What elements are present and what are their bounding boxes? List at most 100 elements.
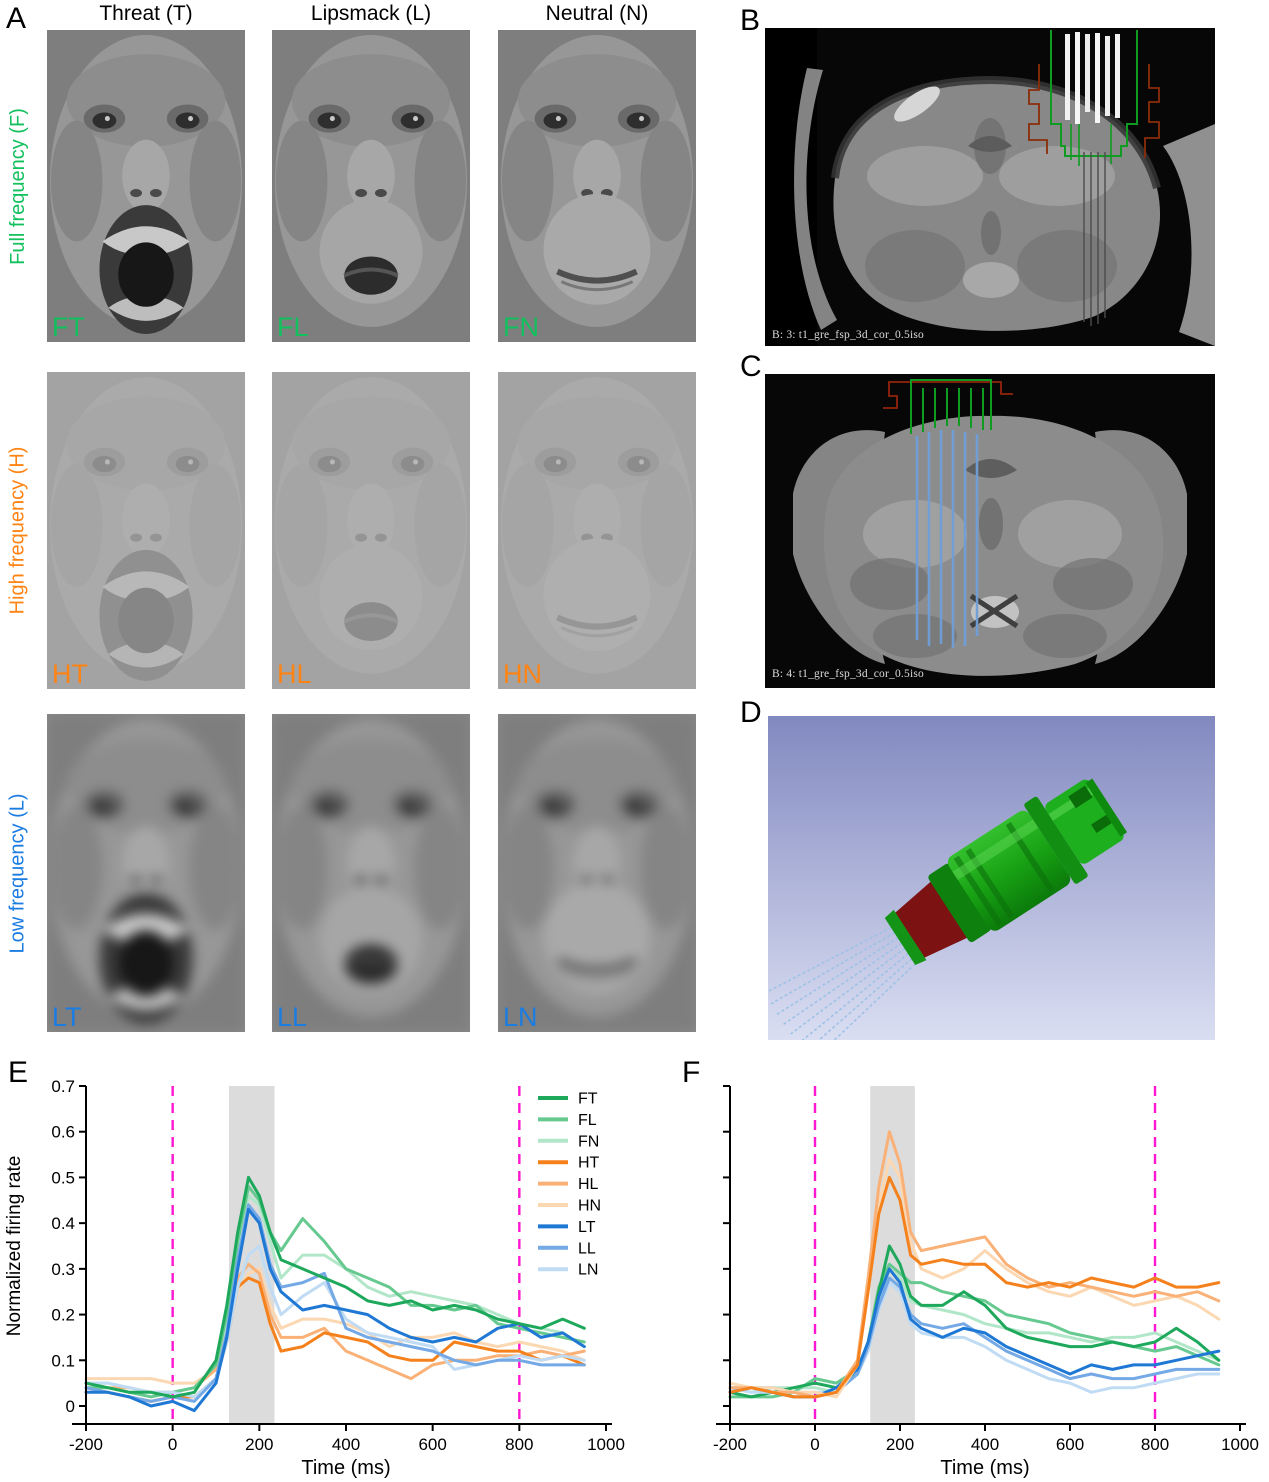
stimulus-code-ht: HT [52,658,88,689]
legend-label-LT: LT [578,1219,596,1236]
stimulus-image-hn: HN [498,372,696,689]
y-tick-label: 0 [66,1397,75,1416]
series-line-FT [84,1175,586,1399]
y-tick-label: 0.2 [51,1306,75,1325]
y-tick-label: 0.7 [51,1077,75,1096]
x-tick-label: 0 [168,1435,177,1454]
mri-coronal-c [765,374,1215,688]
y-tick-label: 0.3 [51,1260,75,1279]
legend-label-FL: FL [578,1112,597,1129]
chamber-outline-green [1050,30,1138,157]
stimulus-image-fn: FN [498,30,696,342]
monkey-face-neutral-image [498,30,696,342]
stimulus-code-ft: FT [52,311,85,342]
electrode-array-overlay [1065,32,1120,124]
y-tick-label: 0.5 [51,1168,75,1187]
x-tick-label: 800 [505,1435,533,1454]
x-tick-label: 600 [1056,1435,1084,1454]
series-line-LT [728,1267,1221,1399]
chamber-outline-red-right [1144,64,1160,158]
stimulus-image-ht: HT [47,372,245,689]
stimulus-code-fl: FL [277,311,309,342]
legend-label-LN: LN [578,1262,598,1279]
chamber-outline-red-left [1028,64,1048,154]
legend-label-FN: FN [578,1133,599,1150]
monkey-face-threat-highpass-image [47,372,245,689]
series-line-FT [728,1244,1221,1399]
mri-b-caption: B: 3: t1_gre_fsp_3d_cor_0.5iso [772,329,924,341]
firing-rate-chart-e: -200 0 200 400 600 800 1000 0 0.1 0.2 0.3 0.4 0.5 0.6… [4,1077,625,1479]
stimulus-code-ll: LL [277,1001,308,1032]
monkey-face-neutral-highpass-image [498,372,696,689]
y-axis-title: Normalized firing rate [4,1156,25,1337]
monkey-face-neutral-lowpass-image [498,714,696,1032]
chamber-outline-green-comb [910,379,992,434]
row-label-full-frequency: Full frequency (F) [6,107,29,265]
panel-c-label: C [740,350,762,383]
panel-d-label: D [740,696,762,729]
x-tick-label: 600 [418,1435,446,1454]
x-tick-label: -200 [713,1435,747,1454]
monkey-face-threat-lowpass-image [47,714,245,1032]
microdrive-device [768,778,1128,1040]
stimulus-code-hl: HL [277,658,312,689]
stimulus-image-ll: LL [272,714,470,1032]
microdrive-render [768,716,1215,1040]
legend-label-HN: HN [578,1198,601,1215]
column-title-threat: Threat (T) [99,2,193,25]
stimulus-code-ln: LN [503,1001,538,1032]
series-line-HT [728,1175,1221,1399]
legend-label-HT: HT [578,1155,600,1172]
x-tick-label: 1000 [587,1435,625,1454]
series-line-FN [728,1267,1221,1394]
y-tick-label: 0.4 [51,1214,75,1233]
legend-label-LL: LL [578,1240,596,1257]
series-line-FN [84,1194,586,1394]
mri-coronal-b [765,28,1215,346]
electrode-tracks-blue [915,430,979,648]
panel-f-label: F [682,1056,701,1089]
mri-c-caption: B: 4: t1_gre_fsp_3d_cor_0.5iso [772,668,924,680]
row-label-low-frequency: Low frequency (L) [6,792,29,954]
row-label-high-frequency: High frequency (H) [6,446,29,615]
x-tick-label: 0 [810,1435,819,1454]
x-tick-label: 800 [1141,1435,1169,1454]
series-line-LL [84,1203,586,1403]
series-line-HN [728,1157,1221,1399]
stimulus-image-lt: LT [47,714,245,1032]
x-tick-label: -200 [69,1435,103,1454]
series-line-HN [84,1267,586,1385]
firing-rate-chart-f: -200 0 200 400 600 800 1000 Time (ms) [713,1085,1259,1479]
monkey-face-lipsmack-highpass-image [272,372,470,689]
series-line-LL [728,1276,1221,1399]
legend-label-HL: HL [578,1176,599,1193]
stimulus-code-lt: LT [52,1001,82,1032]
monkey-face-lipsmack-lowpass-image [272,714,470,1032]
stimulus-image-hl: HL [272,372,470,689]
x-axis-title: Time (ms) [940,1457,1029,1479]
column-title-neutral: Neutral (N) [545,2,649,25]
x-axis-title: Time (ms) [301,1457,390,1479]
x-tick-label: 400 [332,1435,360,1454]
monkey-face-lipsmack-image [272,30,470,342]
stimulus-image-ln: LN [498,714,696,1032]
x-tick-label: 1000 [1221,1435,1259,1454]
series-line-LT [84,1207,586,1413]
legend-label-FT: FT [578,1091,598,1108]
x-tick-label: 400 [971,1435,999,1454]
panel-b-label: B [740,4,761,37]
series-line-FL [84,1185,586,1399]
stimulus-code-fn: FN [503,311,539,342]
column-title-lipsmack: Lipsmack (L) [310,2,432,25]
chamber-outline-red [883,381,1013,409]
x-tick-label: 200 [245,1435,273,1454]
y-tick-label: 0.6 [51,1123,75,1142]
electrode-needles [768,924,920,1040]
panel-a-label: A [6,2,27,35]
panel-e-label: E [8,1056,29,1089]
electrode-tracks-gray [1083,152,1106,326]
x-tick-label: 200 [886,1435,914,1454]
stimulus-code-hn: HN [503,658,542,689]
y-tick-label: 0.1 [51,1351,75,1370]
